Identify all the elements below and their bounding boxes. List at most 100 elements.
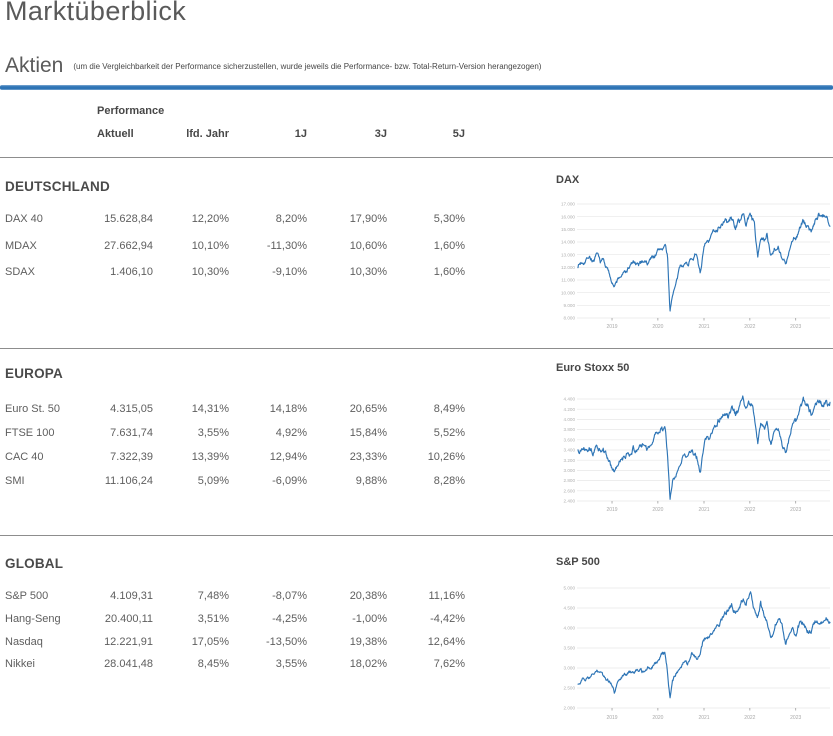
x-axis-tick-label: 2020 [652,715,663,721]
section-heading: GLOBAL [5,556,64,571]
y-axis-tick-label: 3.200 [564,458,576,463]
x-axis-tick-label: 2019 [606,715,617,721]
table-row: MDAX 27.662,94 10,10% -11,30% 10,60% 1,60% [5,233,483,260]
y-axis-tick-label: 2.000 [564,706,576,711]
x-axis-tick-label: 2023 [790,324,801,330]
index-name-cell: MDAX [5,239,37,252]
value-cell: 19,38% [349,635,387,648]
index-name-cell: CAC 40 [5,451,44,463]
value-cell: 10,26% [427,451,465,463]
index-name-cell: S&P 500 [5,590,49,602]
y-axis-tick-label: 4.000 [564,417,576,422]
chart-dax: DAX 17.000 16.000 15.000 14.000 13.000 12.000 1… [552,174,833,335]
value-cell: 14,18% [269,403,307,415]
value-cell: 10,30% [191,266,229,278]
performance-note: (um die Vergleichbarkeit der Performance… [73,62,542,71]
aktien-section-title: Aktien [5,54,64,77]
x-axis-tick-label: 2021 [698,324,709,330]
value-cell: -9,10% [272,266,307,278]
value-cell: 7,62% [433,658,465,671]
chart-euro-stoxx-50: Euro Stoxx 50 4.400 4.200 4.000 3.800 3.600 3.… [552,362,833,517]
value-cell: 1,60% [433,266,465,278]
section-rows: DAX 40 15.628,84 12,20% 8,20% 17,90% 5,30% MDA… [5,206,483,286]
market-section: GLOBAL S&P 500 4.109,31 7,48% -8,07% 20,38% 1… [5,556,483,676]
index-name-cell: Hang-Seng [5,612,61,625]
value-cell: 27.662,94 [104,239,153,252]
value-cell: 4,92% [275,427,307,439]
index-name-cell: Euro St. 50 [5,403,61,415]
value-cell: 12,64% [427,635,465,648]
blue-accent-bar [0,85,833,90]
value-cell: 4.109,31 [110,590,153,602]
y-axis-tick-label: 4.500 [564,606,576,611]
y-axis-tick-label: 10.000 [561,290,575,295]
divider [0,535,833,536]
value-cell: 8,49% [433,403,465,415]
price-line [577,591,831,699]
value-cell: 7.631,74 [110,427,153,439]
dax-line-chart: 17.000 16.000 15.000 14.000 13.000 12.000 11.0… [561,202,831,330]
index-name-cell: Nasdaq [5,635,43,648]
value-cell: 5,52% [433,427,465,439]
value-cell: -13,50% [266,635,307,648]
table-row: Nikkei 28.041,48 8,45% 3,55% 18,02% 7,62% [5,653,483,676]
y-axis-tick-label: 4.000 [564,626,576,631]
y-axis-tick-label: 3.000 [564,468,576,473]
value-cell: 1.406,10 [110,266,153,278]
y-axis-tick-label: 3.400 [564,448,576,453]
value-cell: 15,84% [349,427,387,439]
x-axis-tick-label: 2021 [698,507,709,513]
table-row: Nasdaq 12.221,91 17,05% -13,50% 19,38% 12,64% [5,631,483,654]
table-row: S&P 500 4.109,31 7,48% -8,07% 20,38% 11,16% [5,585,483,608]
value-cell: -1,00% [352,612,387,625]
value-cell: 12,94% [269,451,307,463]
value-cell: 3,55% [275,658,307,671]
section-heading: EUROPA [5,366,63,381]
page-title: Marktüberblick [5,0,187,26]
x-axis-tick-label: 2020 [652,507,663,513]
y-axis-tick-label: 3.600 [564,437,576,442]
value-cell: 12.221,91 [104,635,153,648]
index-name-cell: FTSE 100 [5,427,55,439]
y-axis-tick-label: 13.000 [561,252,575,257]
col-header-5j: 5J [452,128,465,140]
section-rows: Euro St. 50 4.315,05 14,31% 14,18% 20,65% 8,4… [5,397,483,493]
value-cell: 10,30% [349,266,387,278]
value-cell: 17,90% [349,213,387,225]
market-section: DEUTSCHLAND DAX 40 15.628,84 12,20% 8,20% 17… [5,179,483,286]
y-axis-tick-label: 2.600 [564,488,576,493]
y-axis-tick-label: 12.000 [561,265,575,270]
index-name-cell: DAX 40 [5,213,43,225]
col-header-aktuell: Aktuell [97,128,134,140]
chart-s-p-500: S&P 500 5.000 4.500 4.000 3.500 3.000 2.500 2.0… [552,556,833,727]
y-axis-tick-label: 5.000 [564,586,576,591]
y-axis-tick-label: 4.400 [564,397,576,402]
table-row: SDAX 1.406,10 10,30% -9,10% 10,30% 1,60% [5,259,483,286]
x-axis-tick-label: 2019 [606,324,617,330]
value-cell: 28.041,48 [104,658,153,671]
table-header-group-row: Performance [5,105,465,117]
y-axis-tick-label: 8.000 [564,316,576,321]
x-axis-tick-label: 2023 [790,507,801,513]
value-cell: -8,07% [272,590,307,602]
table-row: FTSE 100 7.631,74 3,55% 4,92% 15,84% 5,52% [5,421,483,445]
x-axis-tick-label: 2023 [790,715,801,721]
value-cell: 14,31% [191,403,229,415]
value-cell: 3,51% [197,612,229,625]
index-name-cell: SMI [5,475,25,487]
euro-stoxx-50-line-chart: 4.400 4.200 4.000 3.800 3.600 3.400 3.200 3.000… [564,395,831,513]
chart-title: S&P 500 [556,556,600,568]
y-axis-tick-label: 17.000 [561,202,575,207]
value-cell: 12,20% [191,213,229,225]
value-cell: 5,09% [197,475,229,487]
value-cell: 7.322,39 [110,451,153,463]
value-cell: 9,88% [355,475,387,487]
table-header-columns-row: Aktuell lfd. Jahr 1J 3J 5J [5,128,465,140]
value-cell: 8,28% [433,475,465,487]
y-axis-tick-label: 2.500 [564,686,576,691]
chart-title: Euro Stoxx 50 [556,362,630,374]
divider [0,157,833,158]
value-cell: 3,55% [197,427,229,439]
value-cell: -4,25% [272,612,307,625]
x-axis-tick-label: 2020 [652,324,663,330]
